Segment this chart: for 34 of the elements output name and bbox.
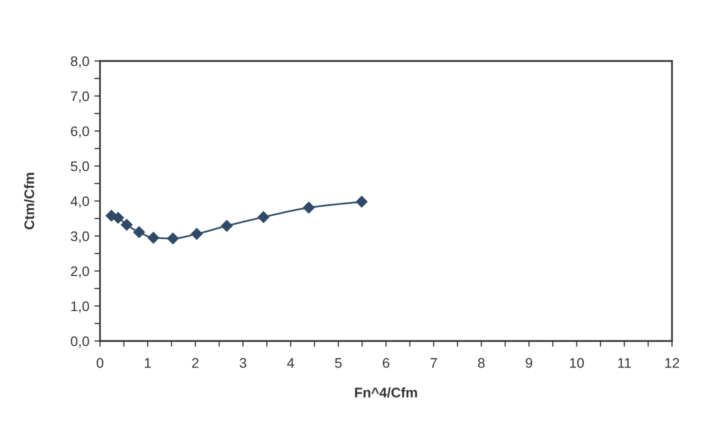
x-tick-label: 9	[526, 358, 532, 368]
y-tick-label: 3,0	[70, 231, 90, 243]
x-tick-label: 7	[430, 358, 437, 368]
point	[112, 212, 124, 224]
point	[356, 196, 368, 208]
x-tick-label: 6	[382, 358, 390, 368]
y-tick-label: 1,0	[71, 301, 90, 313]
x-tick-label: 3	[240, 358, 246, 368]
y-tick-label: 4,0	[70, 196, 90, 208]
point	[120, 219, 132, 231]
point	[167, 232, 179, 244]
x-tick-label: 10	[570, 358, 584, 368]
y-axis-title: Ctm/Cfm	[24, 172, 34, 230]
x-tick-label: 0	[96, 358, 104, 368]
x-tick-label: 8	[478, 358, 485, 368]
x-tick-label: 11	[618, 358, 631, 368]
point	[220, 220, 233, 232]
x-tick-label: 12	[665, 358, 680, 368]
x-tick-label: 2	[192, 358, 198, 368]
point	[302, 202, 315, 214]
x-axis-title: Fn^4/Cfm	[355, 387, 417, 398]
y-tick-label: 8,0	[70, 56, 90, 68]
x-tick-label: 5	[335, 358, 342, 368]
x-tick-label: 4	[287, 358, 294, 368]
y-tick-label: 6,0	[70, 126, 90, 138]
x-tick-label: 1	[144, 358, 151, 368]
y-tick-label: 7,0	[70, 91, 90, 103]
y-tick-label: 2,0	[70, 266, 90, 278]
point	[190, 228, 203, 240]
point	[148, 232, 160, 244]
y-tick-label: 0,0	[70, 336, 90, 348]
y-tick-label: 5,0	[70, 161, 90, 173]
point	[133, 226, 145, 238]
point	[258, 211, 270, 223]
